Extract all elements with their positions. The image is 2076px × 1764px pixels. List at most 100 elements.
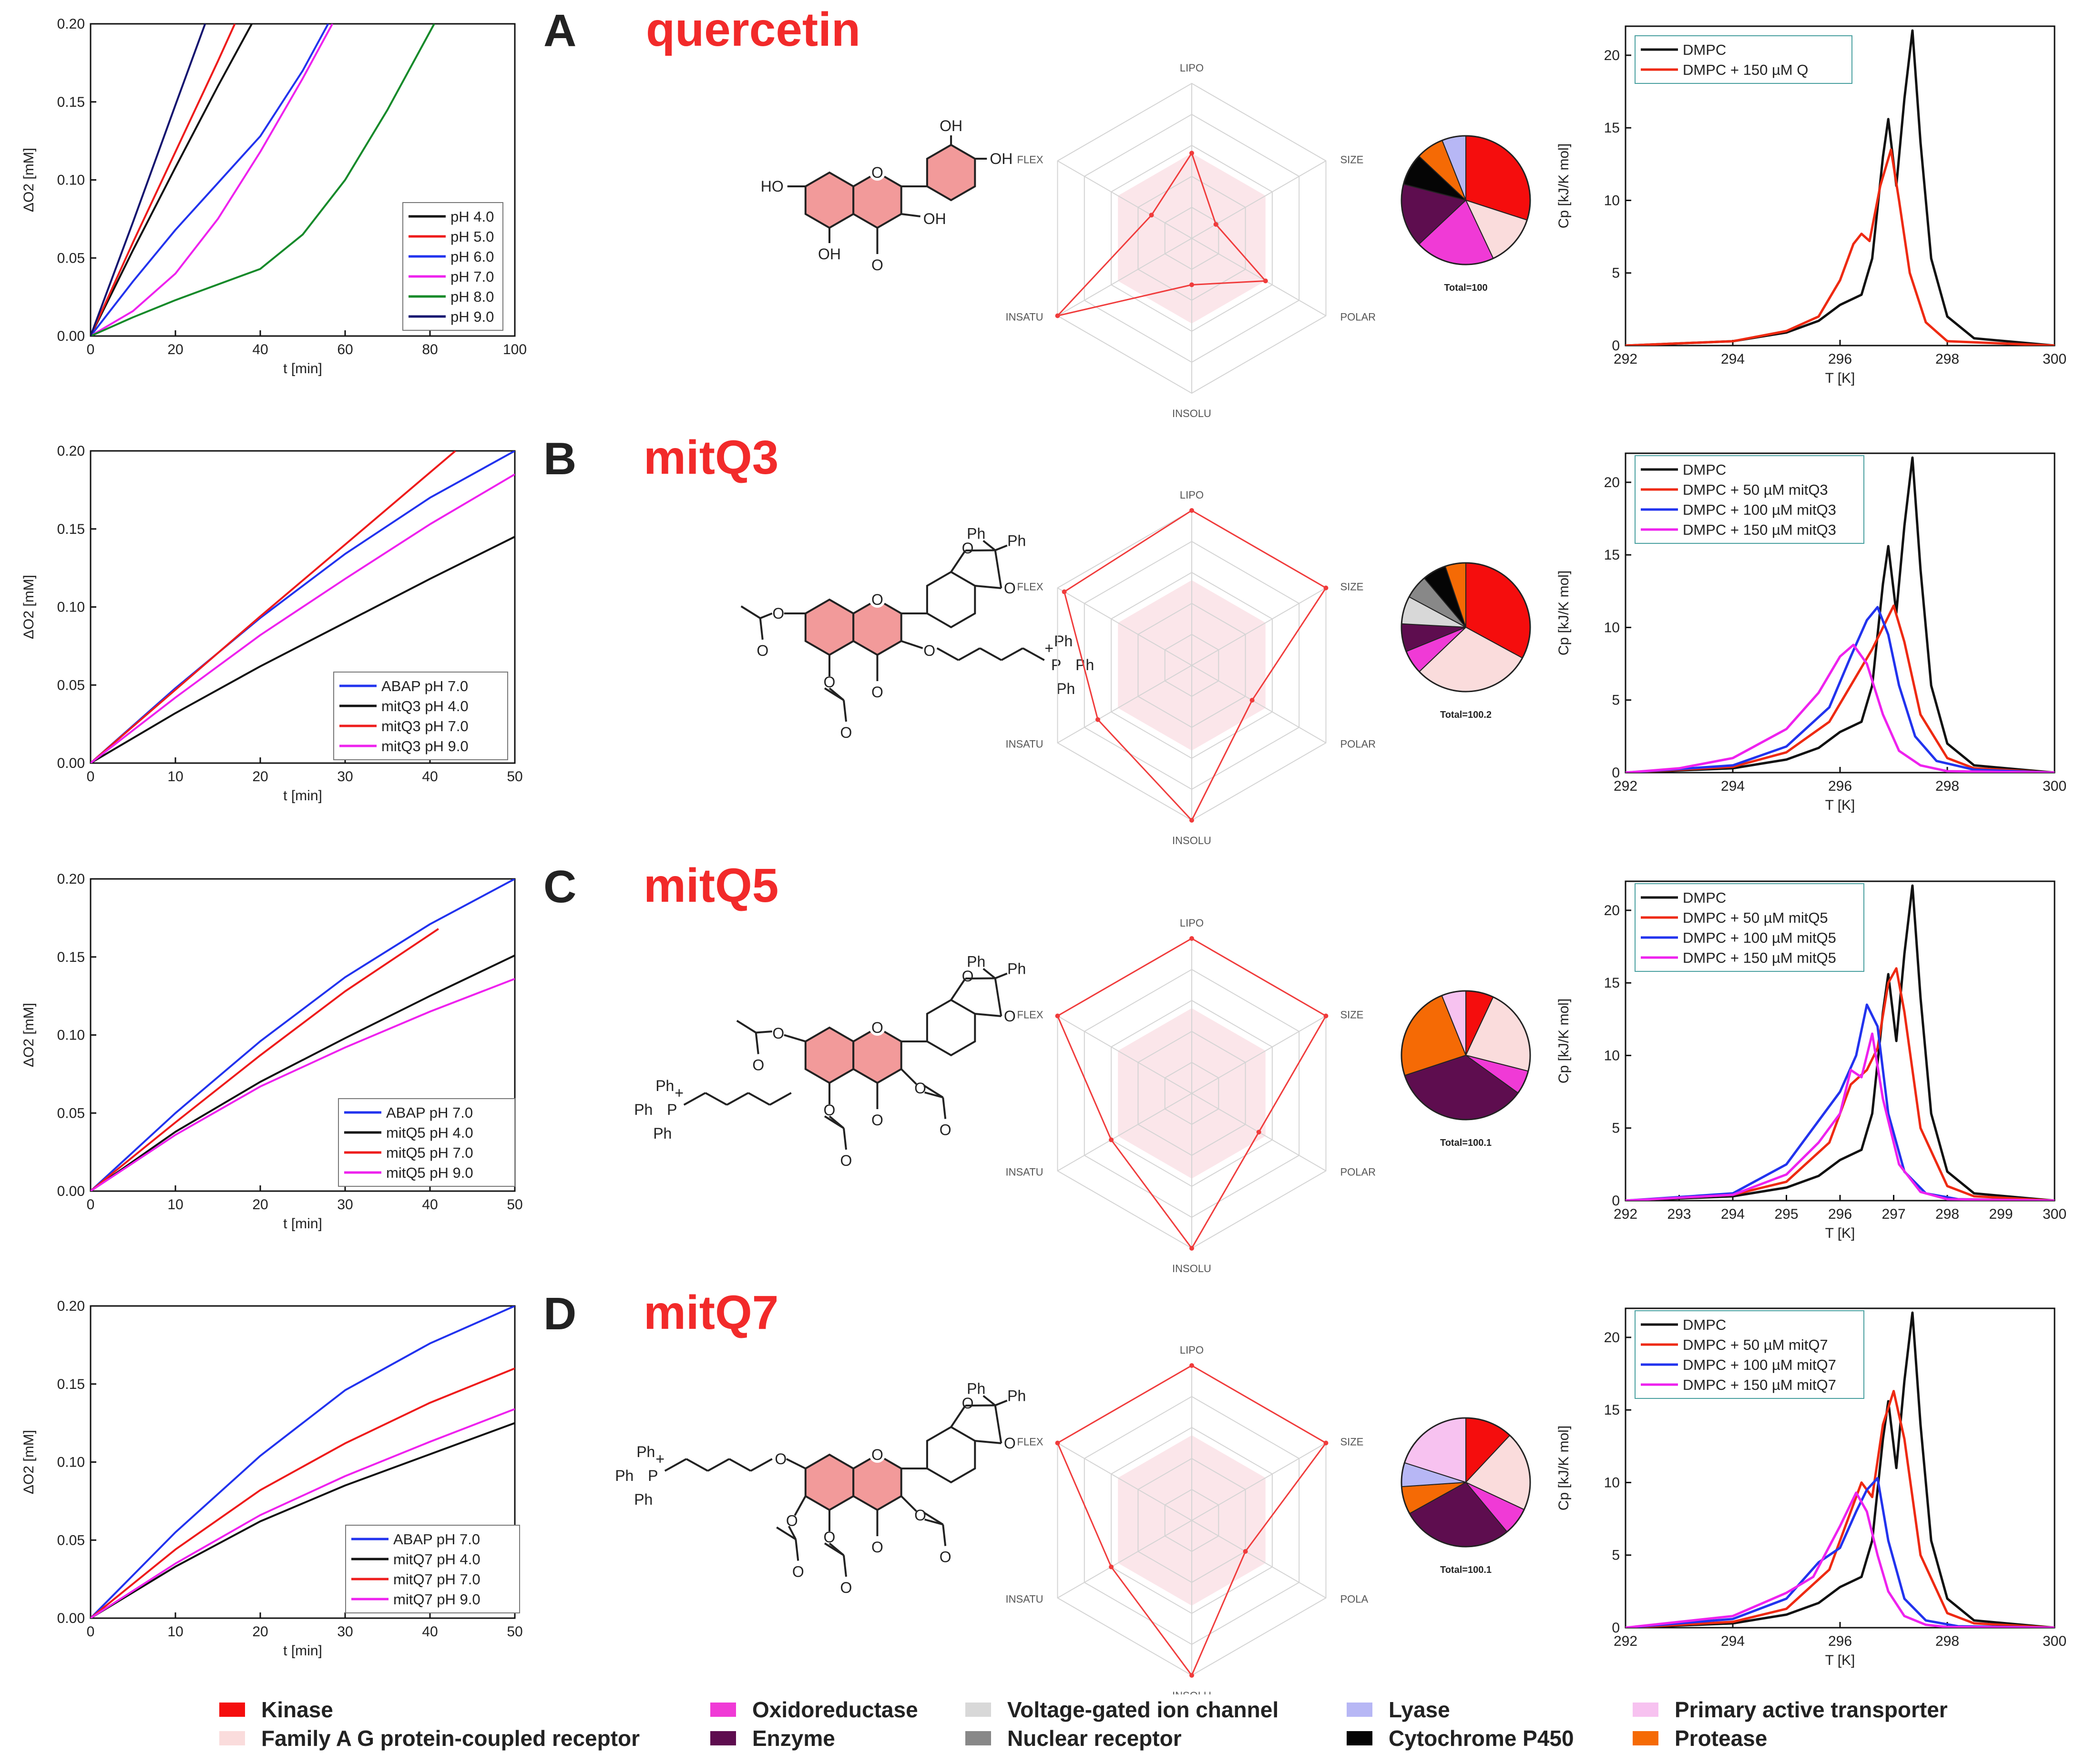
dsc2-xtick-label: 300 <box>2043 1206 2066 1222</box>
radar1-vertex <box>1095 717 1100 722</box>
atom-label: O <box>871 1111 883 1129</box>
radar3-grid-spoke <box>1191 1442 1326 1521</box>
atom-label: P <box>667 1101 677 1118</box>
radar3-vertex <box>1189 1673 1194 1678</box>
kin1-series-line <box>91 473 515 763</box>
radar0-axis-label: POLAR <box>1340 311 1376 323</box>
kin2-series-line <box>91 879 515 1191</box>
dsc2-xtick-label: 293 <box>1667 1206 1691 1222</box>
bond-line <box>982 1395 996 1407</box>
dsc1-xtick-label: 300 <box>2043 778 2066 794</box>
bond-line <box>759 618 764 640</box>
kin2-ylabel: ΔO2 [mM] <box>21 1003 37 1067</box>
atom-label: + <box>1044 640 1053 657</box>
ring-oxygen-bg <box>869 1020 886 1036</box>
ring-b <box>926 143 976 202</box>
radar2-vertex <box>1109 1137 1114 1142</box>
bond-line <box>936 647 959 661</box>
dsc2-xtick-label: 298 <box>1935 1206 1959 1222</box>
legend-swatch <box>710 1731 736 1745</box>
kin0-legend-label: pH 4.0 <box>450 208 494 225</box>
atom-label: OH <box>990 150 1012 167</box>
kin1-xtick-label: 30 <box>337 769 353 785</box>
ring-oxygen-bg <box>869 164 886 181</box>
bond-line <box>740 605 761 619</box>
radar0-axis-label: SIZE <box>1340 154 1363 166</box>
kinetics-chart: 0 10 20 30 40 50 0.00 0.05 0.10 0.15 0.20 t [min] ΔO… <box>21 871 523 1232</box>
kin2-xlabel: t [min] <box>283 1216 322 1232</box>
radar-chart: LIPO SIZE POLAR INSOLU INSATU FLEX <box>1005 917 1376 1275</box>
kin2-ytick-label: 0.10 <box>57 1028 85 1043</box>
dsc1-ytick-label: 0 <box>1612 765 1620 781</box>
row-c: 0 10 20 30 40 500.000.050.100.150.20t [min]ΔO… <box>21 871 2066 1275</box>
atom-label: O <box>962 968 974 985</box>
kin3-xtick-label: 40 <box>422 1624 438 1640</box>
kin0-xtick-label: 0 <box>87 342 95 357</box>
kin1-series-line <box>91 451 456 763</box>
dsc0-ytick-label: 20 <box>1604 48 1620 63</box>
row-d: 0 10 20 30 40 500.000.050.100.150.20t [min]ΔO… <box>21 1298 2066 1694</box>
radar0-vertex <box>1189 151 1194 156</box>
radar3-axis-label: POLA <box>1340 1593 1368 1605</box>
ring-a <box>804 598 855 656</box>
bond-line <box>1022 647 1045 661</box>
kin1-xtick-label: 50 <box>507 769 522 785</box>
kin0-legend-label: pH 7.0 <box>450 268 494 285</box>
radar2-grid-spoke <box>1057 1015 1192 1094</box>
bond-line <box>683 1092 706 1106</box>
dsc3-ytick-label: 20 <box>1604 1330 1620 1346</box>
radar0-vertex <box>1263 278 1268 284</box>
kin0-xtick-label: 60 <box>337 342 353 357</box>
kin0-ytick-label: 0.00 <box>57 328 85 344</box>
radar0-axis-label: LIPO <box>1180 62 1204 74</box>
dsc0-ytick-label: 5 <box>1612 265 1620 281</box>
dsc0-xtick-label: 296 <box>1828 351 1852 367</box>
kin3-ytick-label: 0.05 <box>57 1532 85 1548</box>
bond-line <box>982 968 996 979</box>
dsc2-xlabel: T [K] <box>1825 1225 1855 1241</box>
kin0-ytick-label: 0.20 <box>57 16 85 32</box>
pie1-pie-outline <box>1401 562 1531 693</box>
dsc3-xlabel: T [K] <box>1825 1652 1855 1668</box>
kinetics-chart: 0 10 20 30 40 50 0.00 0.05 0.10 0.15 0.20 t [min] ΔO… <box>21 1298 523 1659</box>
dsc1-legend-label: DMPC + 50 µM mitQ3 <box>1683 481 1828 498</box>
pie3-pie-outline <box>1401 1417 1531 1548</box>
legend-swatch <box>219 1731 245 1745</box>
bond-line <box>900 1495 917 1512</box>
radar1-vertex <box>1249 698 1255 703</box>
bond-line <box>901 213 920 217</box>
atom-label: O <box>871 591 883 608</box>
bond-line <box>760 612 773 619</box>
radar0-vertex <box>1055 313 1060 318</box>
atom-label: O <box>1004 580 1016 597</box>
radar2-axis-label: SIZE <box>1340 1009 1363 1021</box>
kin2-xtick-label: 20 <box>252 1197 268 1213</box>
radar0-vertex <box>1189 282 1194 287</box>
bond-line <box>776 1526 797 1540</box>
dsc3-legend-label: DMPC + 100 µM mitQ7 <box>1683 1356 1836 1373</box>
atom-label: OH <box>940 117 962 134</box>
atom-label: O <box>940 1549 951 1566</box>
dsc1-legend-label: DMPC + 150 µM mitQ3 <box>1683 521 1836 538</box>
bond-line <box>728 1458 751 1472</box>
radar3-vertex <box>1243 1549 1248 1554</box>
kin2-xtick-label: 50 <box>507 1197 522 1213</box>
dsc1-series-line <box>1626 643 2055 773</box>
atom-label: Ph <box>1054 632 1073 650</box>
dsc0-xlabel: T [K] <box>1825 370 1855 386</box>
radar3-axis-label: INSATU <box>1005 1593 1043 1605</box>
kin3-legend-label: ABAP pH 7.0 <box>393 1531 480 1548</box>
atom-label: O <box>752 1057 764 1074</box>
kin0-xtick-label: 20 <box>167 342 183 357</box>
radar3-vertex <box>1109 1564 1114 1570</box>
bond-line <box>707 1458 730 1472</box>
bond-line <box>786 1458 806 1469</box>
atom-label: OH <box>923 210 946 227</box>
kin3-ytick-label: 0.20 <box>57 1298 85 1314</box>
kin3-ytick-label: 0.15 <box>57 1377 85 1392</box>
dsc0-ytick-label: 10 <box>1604 193 1620 208</box>
dsc1-series-line <box>1626 604 2055 773</box>
legend-item-gpcr: Family A G protein-coupled receptor <box>219 1725 640 1751</box>
